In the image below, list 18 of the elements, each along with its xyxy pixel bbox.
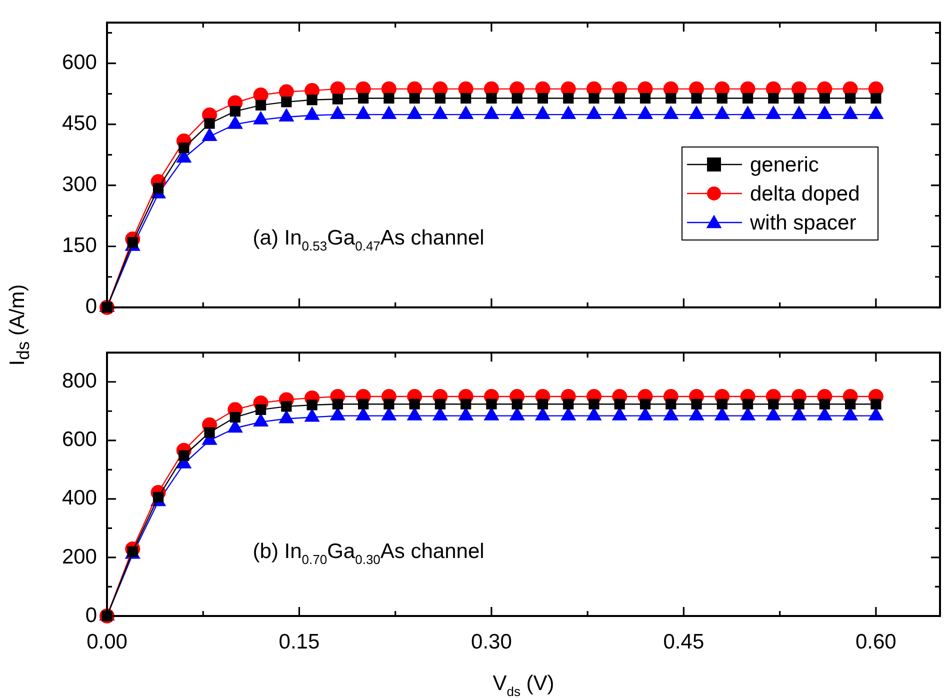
y-tick-label: 300	[62, 173, 97, 196]
y-tick-label: 600	[62, 428, 97, 452]
x-tick-label: 0.45	[663, 630, 704, 654]
y-tick-label: 0	[85, 604, 97, 627]
text: 0.00	[86, 630, 128, 654]
y-tick-label: 450	[62, 112, 97, 136]
legend-label: with spacer	[749, 211, 856, 234]
legend-label: delta doped	[750, 182, 860, 206]
y-tick-label: 150	[62, 234, 97, 258]
y-tick-label: 800	[62, 370, 97, 393]
x-tick-label: 0.60	[855, 630, 896, 654]
y-tick-label: 200	[62, 545, 97, 568]
y-tick-label: 400	[62, 486, 97, 510]
y-tick-label: 600	[62, 51, 97, 74]
x-tick-label: 0.30	[471, 630, 512, 654]
legend-label: generic	[750, 153, 819, 176]
y-tick-label: 0	[85, 295, 97, 318]
x-tick-label: 0.15	[278, 630, 320, 654]
